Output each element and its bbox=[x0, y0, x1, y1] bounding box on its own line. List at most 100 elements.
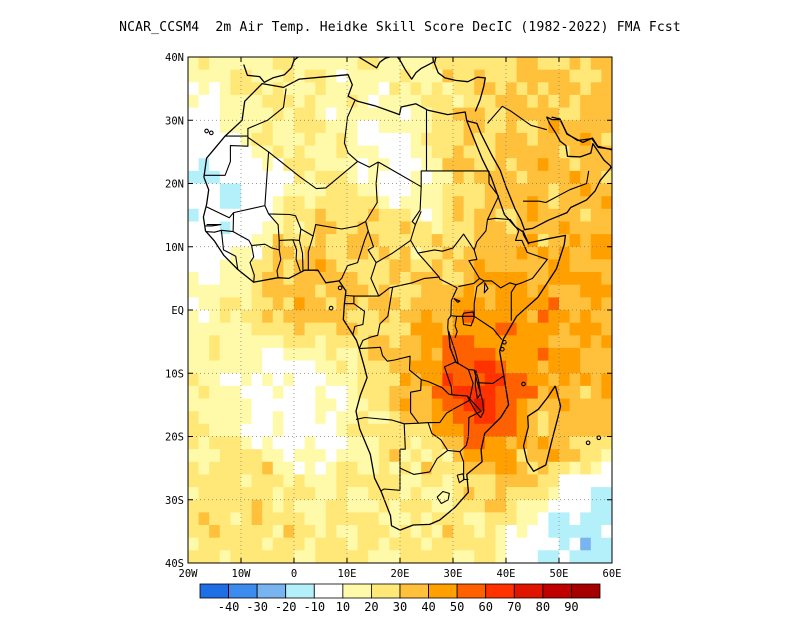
skill-cell bbox=[537, 487, 549, 501]
skill-cell bbox=[527, 170, 539, 185]
skill-cell bbox=[325, 183, 337, 197]
skill-cell bbox=[400, 132, 412, 147]
skill-cell bbox=[378, 499, 390, 514]
skill-cell bbox=[315, 537, 327, 551]
lon-tick-label: 50E bbox=[550, 568, 569, 580]
skill-cell bbox=[601, 196, 612, 210]
skill-cell bbox=[453, 322, 465, 336]
skill-cell bbox=[421, 436, 433, 450]
skill-cell bbox=[272, 297, 284, 311]
skill-cell bbox=[188, 132, 200, 147]
skill-cell bbox=[527, 234, 539, 248]
skill-cell bbox=[336, 499, 348, 514]
skill-cell bbox=[357, 373, 369, 387]
skill-cell bbox=[431, 94, 443, 109]
skill-cell bbox=[251, 550, 263, 563]
skill-cell bbox=[580, 449, 592, 463]
skill-cell bbox=[453, 436, 465, 450]
skill-cell bbox=[506, 246, 518, 260]
skill-cell bbox=[548, 322, 560, 336]
skill-cell bbox=[527, 537, 539, 551]
skill-cell bbox=[400, 449, 412, 463]
skill-cell bbox=[400, 284, 412, 298]
skill-cell bbox=[527, 398, 539, 412]
skill-cell bbox=[241, 158, 253, 172]
skill-cell bbox=[421, 310, 433, 324]
skill-cell bbox=[484, 487, 496, 501]
skill-cell bbox=[315, 234, 327, 248]
skill-cell bbox=[198, 411, 210, 425]
skill-cell bbox=[548, 94, 560, 109]
skill-cell bbox=[304, 385, 316, 400]
skill-cell bbox=[230, 461, 242, 475]
skill-cell bbox=[198, 94, 210, 109]
skill-cell bbox=[283, 385, 295, 400]
skill-cell bbox=[474, 525, 486, 539]
skill-cell bbox=[230, 259, 242, 273]
skill-cell bbox=[527, 461, 539, 475]
skill-cell bbox=[262, 525, 274, 539]
skill-cell bbox=[389, 335, 401, 349]
skill-cell bbox=[294, 347, 306, 362]
skill-cell bbox=[495, 512, 507, 526]
skill-cell bbox=[315, 132, 327, 147]
skill-cell bbox=[410, 82, 422, 96]
skill-cell bbox=[453, 499, 465, 514]
skill-cell bbox=[590, 208, 602, 223]
skill-cell bbox=[516, 411, 528, 425]
skill-cell bbox=[569, 335, 581, 349]
skill-cell bbox=[601, 398, 612, 412]
country-border bbox=[467, 369, 485, 419]
skill-cell bbox=[304, 94, 316, 109]
skill-cell bbox=[230, 423, 242, 438]
skill-cell bbox=[251, 398, 263, 412]
skill-cell bbox=[601, 449, 612, 463]
skill-cell bbox=[378, 525, 390, 539]
skill-cell bbox=[527, 259, 539, 273]
skill-cell bbox=[548, 436, 560, 450]
skill-cell bbox=[357, 347, 369, 362]
colorbar-label: 90 bbox=[564, 600, 578, 614]
skill-cell bbox=[378, 335, 390, 349]
skill-cell bbox=[219, 196, 231, 210]
skill-cell bbox=[506, 259, 518, 273]
skill-cell bbox=[421, 537, 433, 551]
skill-cell bbox=[262, 82, 274, 96]
skill-cell bbox=[378, 512, 390, 526]
skill-cell bbox=[580, 57, 592, 71]
skill-cell bbox=[262, 423, 274, 438]
colorbar-swatch bbox=[428, 583, 458, 599]
colorbar-label: -40 bbox=[218, 600, 240, 614]
skill-cell bbox=[453, 385, 465, 400]
colorbar-label: 70 bbox=[507, 600, 521, 614]
skill-cell bbox=[389, 550, 401, 563]
skill-cell bbox=[272, 373, 284, 387]
skill-cell bbox=[347, 310, 359, 324]
skill-cell bbox=[294, 82, 306, 96]
skill-cell bbox=[198, 183, 210, 197]
skill-cell bbox=[421, 411, 433, 425]
skill-cell bbox=[262, 449, 274, 463]
skill-cell bbox=[580, 246, 592, 260]
figure-title: NCAR_CCSM4 2m Air Temp. Heidke Skill Sco… bbox=[119, 20, 681, 35]
country-border bbox=[358, 287, 394, 349]
skill-cell bbox=[410, 284, 422, 298]
skill-cell bbox=[198, 398, 210, 412]
skill-cell bbox=[389, 183, 401, 197]
skill-cell bbox=[548, 297, 560, 311]
skill-cell bbox=[198, 221, 210, 235]
skill-cell bbox=[188, 360, 200, 374]
skill-cell bbox=[389, 436, 401, 450]
skill-cell bbox=[378, 423, 390, 438]
skill-cell bbox=[590, 487, 602, 501]
skill-cell bbox=[442, 512, 454, 526]
skill-cell bbox=[315, 107, 327, 121]
skill-cell bbox=[410, 94, 422, 109]
skill-cell bbox=[294, 170, 306, 185]
skill-cell bbox=[230, 411, 242, 425]
skill-cell bbox=[569, 322, 581, 336]
skill-cell bbox=[569, 57, 581, 71]
skill-cell bbox=[188, 411, 200, 425]
skill-cell bbox=[230, 322, 242, 336]
skill-cell bbox=[294, 310, 306, 324]
